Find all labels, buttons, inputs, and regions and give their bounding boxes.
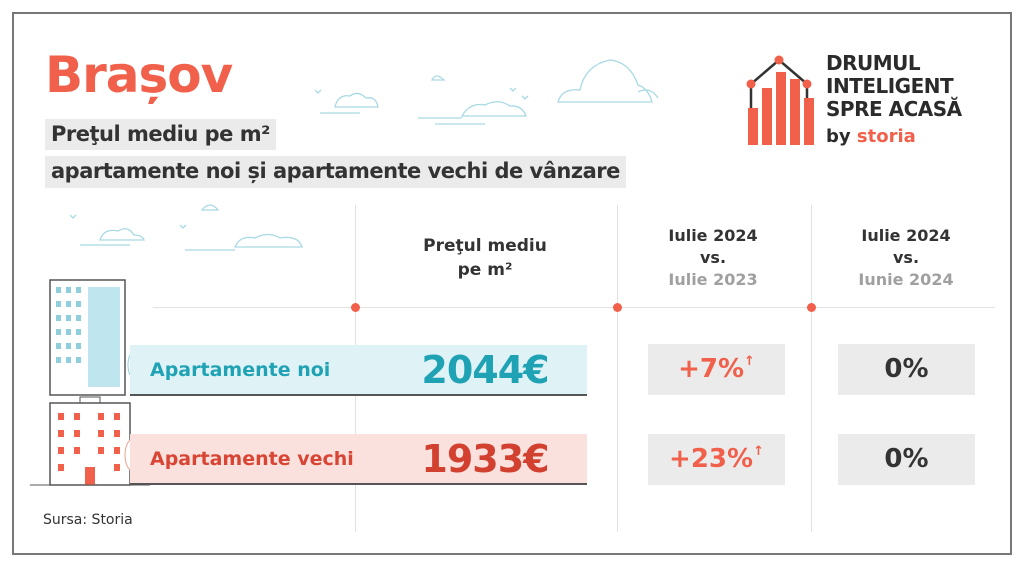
header-divider <box>153 307 995 308</box>
frame <box>12 12 1012 555</box>
header-price-line2: pe m² <box>457 260 513 280</box>
logo-line1: DRUMUL <box>826 51 921 75</box>
row-label: Apartamente vechi <box>150 448 354 470</box>
header-price: Preţul mediu pe m² <box>385 234 585 282</box>
header-yoy: Iulie 2024 vs. Iulie 2023 <box>630 225 796 291</box>
logo-by: by storia <box>826 126 916 147</box>
yoy-change-box: +7%↑ <box>648 344 785 395</box>
city-title: Brașov <box>45 46 233 104</box>
header-mom-line1: Iulie 2024 <box>861 226 951 245</box>
header-mom-line3: Iunie 2024 <box>858 270 954 289</box>
divider-dot <box>351 303 360 312</box>
header-price-line1: Preţul mediu <box>423 236 547 256</box>
header-mom: Iulie 2024 vs. Iunie 2024 <box>823 225 989 291</box>
mom-value: 0% <box>884 354 929 384</box>
mom-value: 0% <box>884 444 929 474</box>
header-yoy-line3: Iulie 2023 <box>668 270 758 289</box>
yoy-value: +7% <box>678 354 745 384</box>
logo-chart-icon <box>746 55 814 145</box>
row-price: 2044€ <box>421 348 549 392</box>
yoy-value: +23% <box>669 444 754 474</box>
logo-brand: storia <box>856 126 916 147</box>
arrow-up-icon: ↑ <box>744 354 755 369</box>
row-label: Apartamente noi <box>150 359 331 381</box>
logo-by-text: by <box>826 126 851 147</box>
header-yoy-line2: vs. <box>699 248 727 267</box>
row-new-apartments: Apartamente noi 2044€ <box>130 345 587 396</box>
subtitle-line2: apartamente noi și apartamente vechi de … <box>45 156 626 188</box>
divider-dot <box>613 303 622 312</box>
subtitle-line1: Preţul mediu pe m² <box>45 119 276 150</box>
column-divider <box>811 205 812 532</box>
row-price: 1933€ <box>421 437 549 481</box>
column-divider <box>617 205 618 532</box>
header-mom-line2: vs. <box>892 248 920 267</box>
source-note: Sursa: Storia <box>43 512 133 528</box>
divider-dot <box>807 303 816 312</box>
logo-line3: SPRE ACASĂ <box>826 97 962 121</box>
mom-change-box: 0% <box>838 344 975 395</box>
row-old-apartments: Apartamente vechi 1933€ <box>130 434 587 485</box>
buildings-illustration-icon <box>30 279 150 486</box>
mom-change-box: 0% <box>838 434 975 485</box>
arrow-up-icon: ↑ <box>753 444 764 459</box>
header-yoy-line1: Iulie 2024 <box>668 226 758 245</box>
clouds-decoration-icon <box>314 59 659 125</box>
logo-text: DRUMUL INTELIGENT SPRE ACASĂ <box>826 52 962 121</box>
yoy-change-box: +23%↑ <box>648 434 785 485</box>
clouds-small-icon <box>70 204 303 251</box>
logo-line2: INTELIGENT <box>826 74 954 98</box>
